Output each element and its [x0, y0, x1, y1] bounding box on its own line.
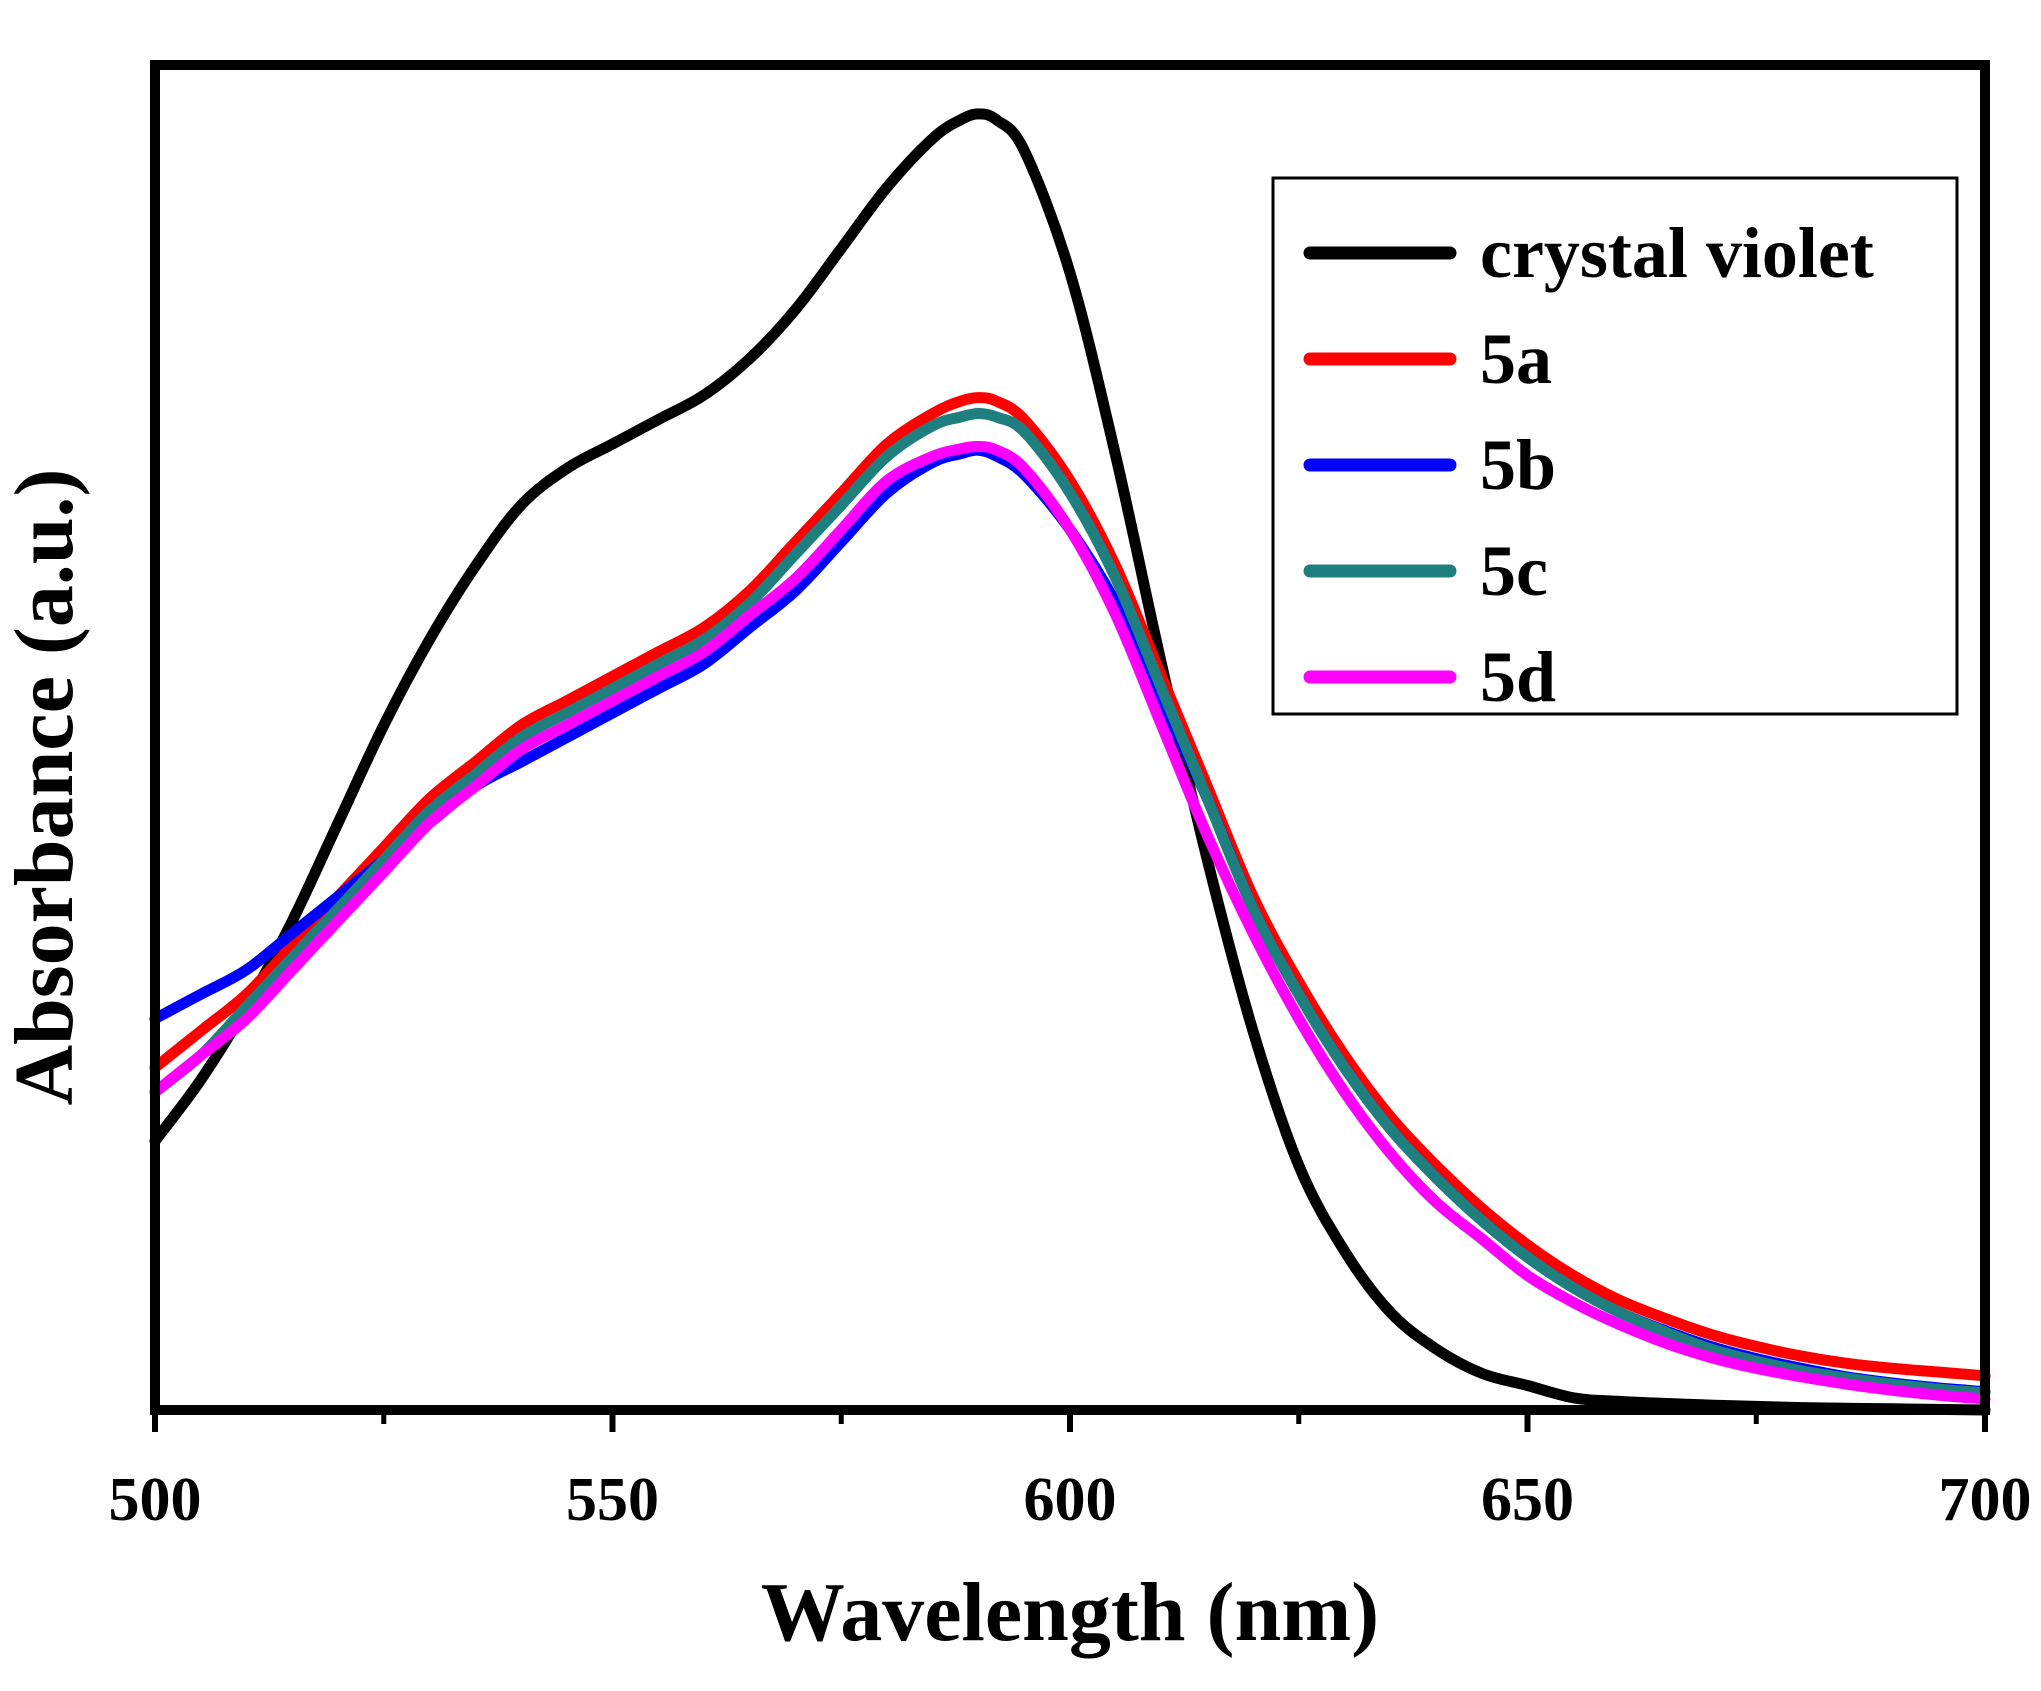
x-tick-label-600: 600	[1024, 1466, 1117, 1534]
legend-label-5c: 5c	[1480, 531, 1548, 611]
x-tick-label-650: 650	[1481, 1466, 1574, 1534]
x-axis-label: Wavelength (nm)	[761, 1566, 1379, 1659]
x-tick-label-700: 700	[1939, 1466, 2032, 1534]
legend-items: crystal violet 5a 5b 5c 5d	[1303, 213, 1874, 717]
legend-label-5a: 5a	[1480, 319, 1552, 399]
x-ticks: 500 550 600 650 700	[109, 1410, 2032, 1534]
legend: crystal violet 5a 5b 5c 5d	[1271, 176, 1959, 717]
y-axis-label: Absorbance (a.u.)	[0, 468, 91, 1105]
series-line-crystal-violet	[149, 108, 1991, 1416]
legend-box	[1271, 176, 1959, 716]
legend-label-crystal-violet: crystal violet	[1480, 213, 1874, 293]
series-line-5a	[149, 392, 1991, 1382]
legend-label-5b: 5b	[1480, 425, 1556, 505]
x-tick-label-550: 550	[566, 1466, 659, 1534]
series-layer	[149, 108, 1991, 1416]
series-line-5c	[149, 408, 1991, 1399]
legend-label-5d: 5d	[1480, 637, 1556, 717]
x-tick-label-500: 500	[109, 1466, 202, 1534]
series-line-5d	[149, 440, 1991, 1405]
